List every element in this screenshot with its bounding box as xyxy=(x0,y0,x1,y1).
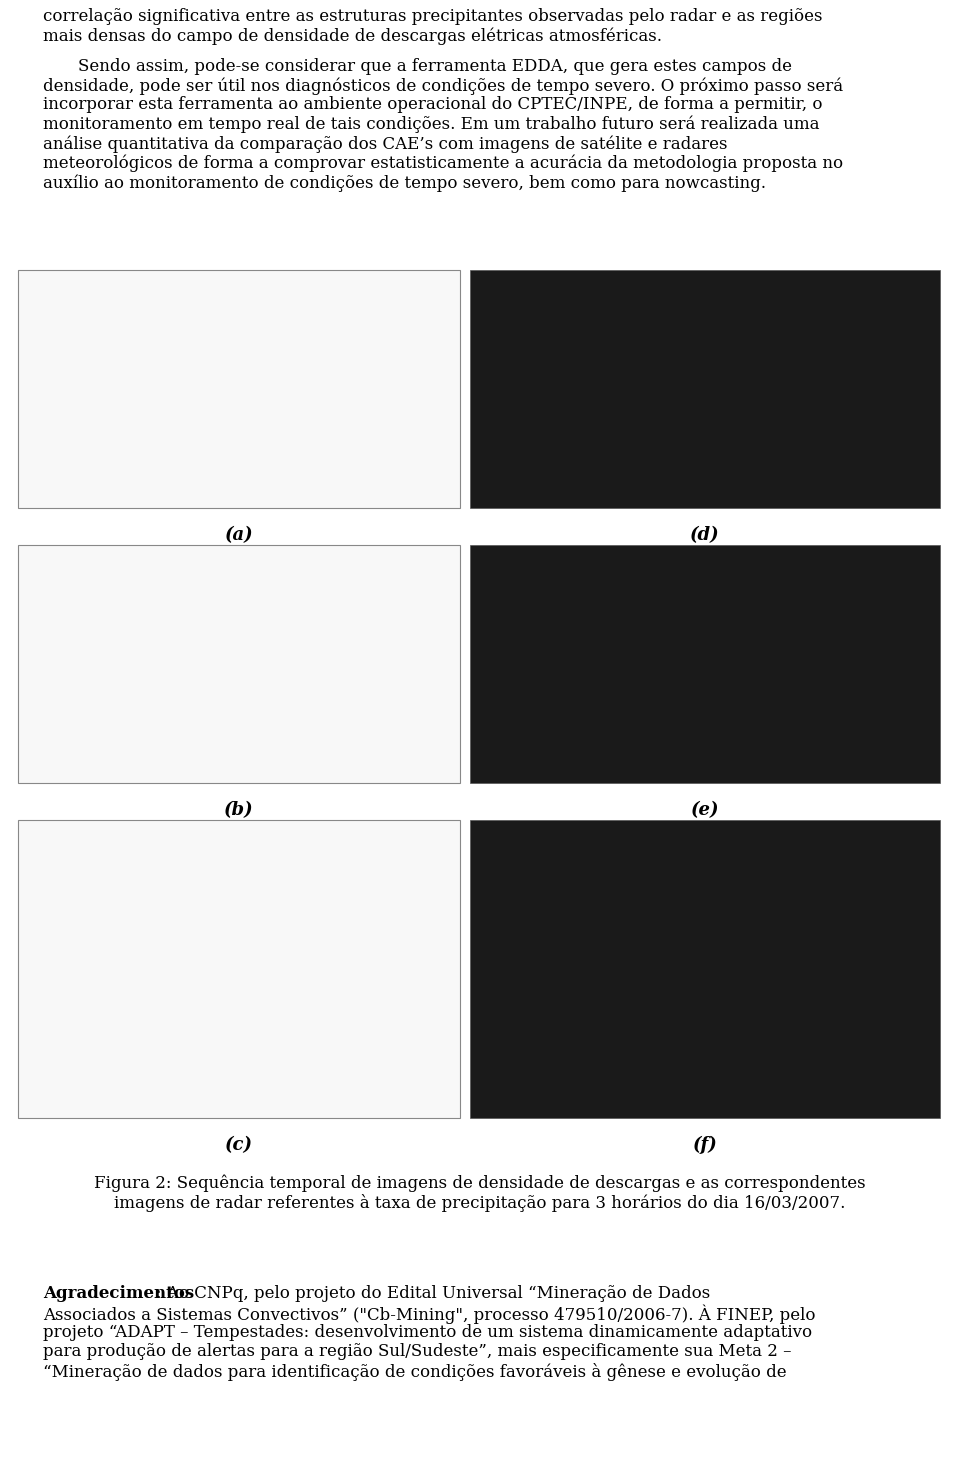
Text: mais densas do campo de densidade de descargas elétricas atmosféricas.: mais densas do campo de densidade de des… xyxy=(43,28,662,45)
Text: incorporar esta ferramenta ao ambiente operacional do CPTEC/INPE, de forma a per: incorporar esta ferramenta ao ambiente o… xyxy=(43,96,823,114)
Text: análise quantitativa da comparação dos CAE’s com imagens de satélite e radares: análise quantitativa da comparação dos C… xyxy=(43,136,728,153)
Text: (c): (c) xyxy=(225,1136,253,1153)
Text: Sendo assim, pode-se considerar que a ferramenta EDDA, que gera estes campos de: Sendo assim, pode-se considerar que a fe… xyxy=(78,57,792,74)
Text: auxílio ao monitoramento de condições de tempo severo, bem como para nowcasting.: auxílio ao monitoramento de condições de… xyxy=(43,174,766,191)
Text: correlação significativa entre as estruturas precipitantes observadas pelo radar: correlação significativa entre as estrut… xyxy=(43,7,823,25)
Text: (d): (d) xyxy=(690,526,720,544)
Bar xyxy=(18,270,460,507)
Text: projeto “ADAPT – Tempestades: desenvolvimento de um sistema dinamicamente adapta: projeto “ADAPT – Tempestades: desenvolvi… xyxy=(43,1324,812,1341)
Text: imagens de radar referentes à taxa de precipitação para 3 horários do dia 16/03/: imagens de radar referentes à taxa de pr… xyxy=(114,1194,846,1213)
Text: (f): (f) xyxy=(692,1136,717,1155)
Bar xyxy=(470,270,940,507)
Bar xyxy=(18,819,460,1118)
Text: Agradecimentos: Agradecimentos xyxy=(43,1284,194,1302)
Text: Figura 2: Sequência temporal de imagens de densidade de descargas e as correspon: Figura 2: Sequência temporal de imagens … xyxy=(94,1175,866,1193)
Text: monitoramento em tempo real de tais condições. Em um trabalho futuro será realiz: monitoramento em tempo real de tais cond… xyxy=(43,115,820,133)
Text: (a): (a) xyxy=(225,526,253,544)
Text: meteorológicos de forma a comprovar estatisticamente a acurácia da metodologia p: meteorológicos de forma a comprovar esta… xyxy=(43,155,843,172)
Text: para produção de alertas para a região Sul/Sudeste”, mais especificamente sua Me: para produção de alertas para a região S… xyxy=(43,1343,791,1360)
Bar xyxy=(470,819,940,1118)
Text: (b): (b) xyxy=(225,800,253,819)
Text: “Mineração de dados para identificação de condições favoráveis à gênese e evoluç: “Mineração de dados para identificação d… xyxy=(43,1363,786,1381)
Text: Associados a Sistemas Convectivos” ("Cb-Mining", processo 479510/2006-7). À FINE: Associados a Sistemas Convectivos” ("Cb-… xyxy=(43,1305,815,1324)
Bar xyxy=(470,545,940,783)
Text: (e): (e) xyxy=(691,800,719,819)
Bar xyxy=(18,545,460,783)
Text: densidade, pode ser útil nos diagnósticos de condições de tempo severo. O próxim: densidade, pode ser útil nos diagnóstico… xyxy=(43,77,843,95)
Text: : Ao CNPq, pelo projeto do Edital Universal “Mineração de Dados: : Ao CNPq, pelo projeto do Edital Univer… xyxy=(156,1284,710,1302)
